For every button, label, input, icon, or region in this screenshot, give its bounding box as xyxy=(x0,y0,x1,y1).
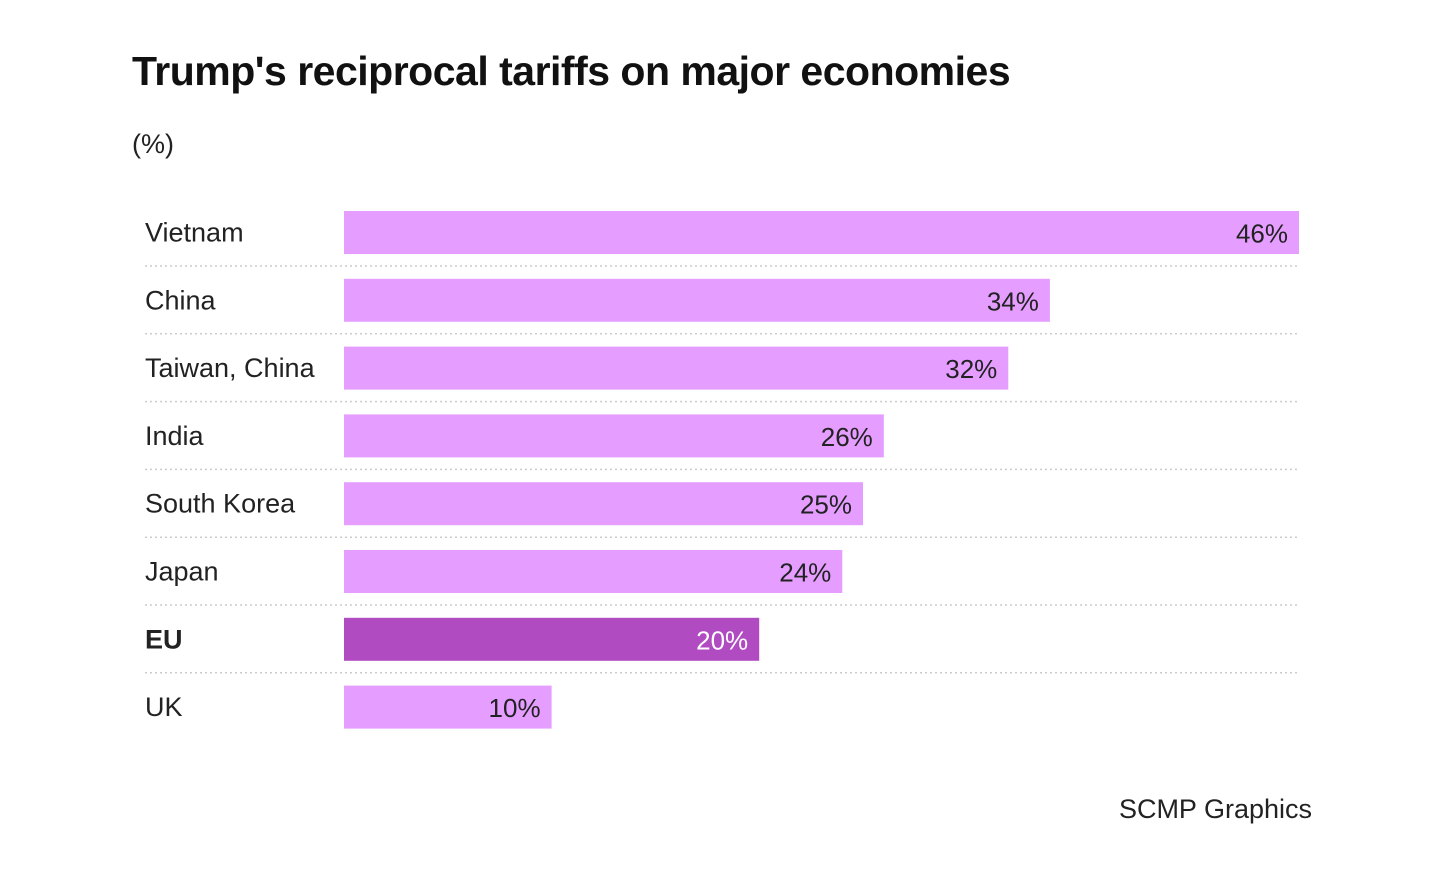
bar-south-korea xyxy=(344,482,863,526)
value-label-india: 26% xyxy=(821,422,873,452)
category-label-india: India xyxy=(145,421,205,451)
category-label-uk: UK xyxy=(145,692,183,722)
category-label-china: China xyxy=(145,285,217,315)
category-label-vietnam: Vietnam xyxy=(145,218,244,248)
unit-label: (%) xyxy=(132,129,174,159)
bar-taiwan-china xyxy=(344,346,1009,390)
bar-uk xyxy=(344,685,552,729)
value-label-south-korea: 25% xyxy=(800,490,852,520)
category-label-eu: EU xyxy=(145,624,183,654)
bar-vietnam xyxy=(344,211,1299,254)
value-label-china: 34% xyxy=(987,286,1039,316)
value-label-vietnam: 46% xyxy=(1236,219,1288,249)
chart-title: Trump's reciprocal tariffs on major econ… xyxy=(132,48,1011,94)
category-label-south-korea: South Korea xyxy=(145,489,296,519)
bar-eu xyxy=(344,617,760,661)
value-label-eu: 20% xyxy=(696,625,748,655)
bar-japan xyxy=(344,550,843,593)
category-label-japan: Japan xyxy=(145,557,219,587)
bar-china xyxy=(344,278,1050,322)
bar-india xyxy=(344,414,884,458)
value-label-japan: 24% xyxy=(779,558,831,588)
category-label-taiwan-china: Taiwan, China xyxy=(145,353,316,383)
value-label-uk: 10% xyxy=(489,693,541,723)
source-credit: SCMP Graphics xyxy=(1118,794,1312,824)
value-label-taiwan-china: 32% xyxy=(945,354,997,384)
